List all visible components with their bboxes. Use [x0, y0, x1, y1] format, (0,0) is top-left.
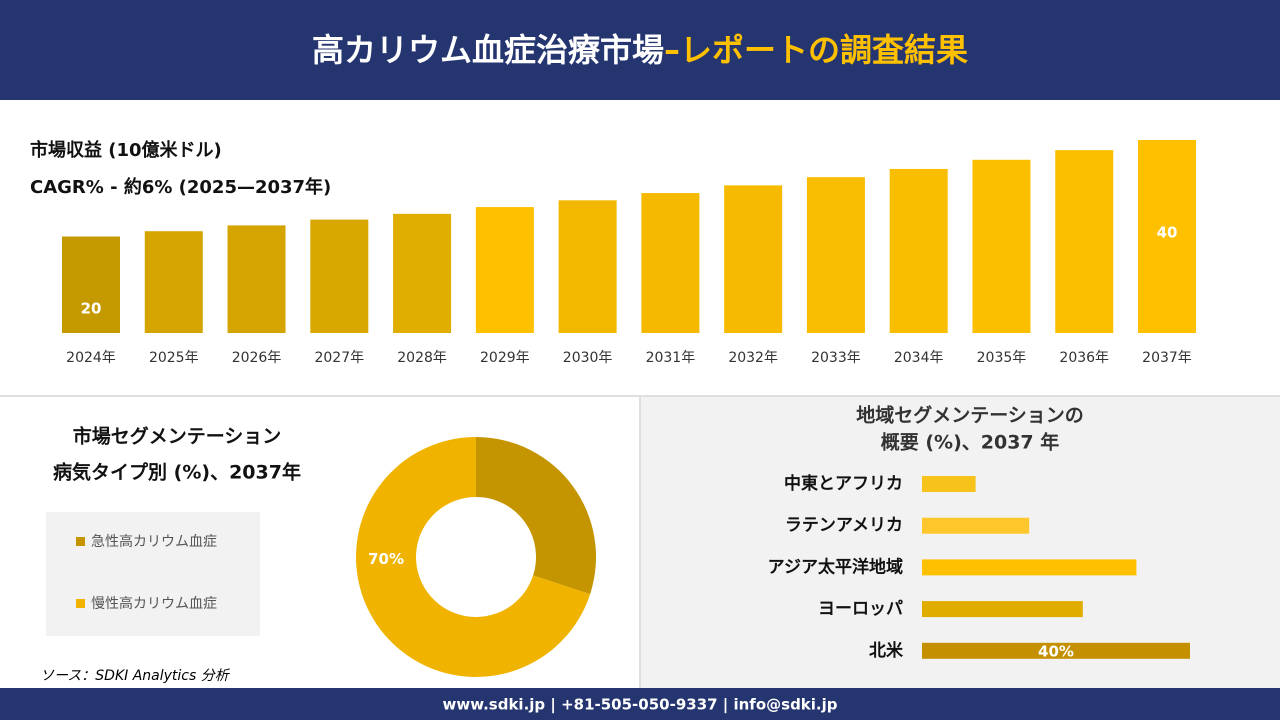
chart-title: 市場収益 (10億米ドル) [30, 139, 222, 161]
bar [724, 185, 783, 333]
bar [227, 225, 286, 333]
y-tick-label: 中東とアフリカ [784, 473, 903, 494]
legend-label: 急性高カリウム血症 [91, 533, 217, 550]
x-tick-label: 2029年 [480, 350, 530, 366]
data-label: 20 [81, 300, 102, 318]
x-tick-label: 2032年 [728, 350, 778, 366]
chart-title: 市場セグメンテーション [73, 425, 282, 448]
bar [889, 168, 948, 333]
bar [922, 601, 1083, 618]
bar [922, 559, 1137, 576]
y-tick-label: ヨーロッパ [818, 599, 903, 619]
bar [1055, 150, 1114, 333]
x-tick-label: 2033年 [811, 350, 861, 366]
data-label: 40% [1038, 642, 1074, 660]
legend-swatch [76, 537, 85, 546]
footer-band [0, 688, 1280, 720]
header-title: 高カリウム血症治療市場–レポートの調査結果 [312, 31, 968, 69]
bar [972, 159, 1031, 333]
x-tick-label: 2026年 [232, 350, 282, 366]
bar [393, 213, 452, 333]
x-tick-label: 2031年 [646, 350, 696, 366]
bar [922, 517, 1030, 534]
footer: www.sdki.jp | +81-505-050-9337 | info@sd… [442, 696, 837, 715]
bar [641, 193, 700, 333]
x-tick-label: 2024年 [66, 350, 116, 366]
donut-segment [476, 437, 596, 595]
title-main: 高カリウム血症治療市場 [312, 31, 664, 69]
header-band [0, 0, 1280, 100]
x-tick-label: 2025年 [149, 350, 199, 366]
bar [310, 219, 369, 333]
donut-segment [355, 437, 591, 677]
legend-box [46, 512, 260, 636]
bar [1138, 140, 1196, 333]
y-tick-label: アジア太平洋地域 [768, 556, 903, 577]
x-tick-label: 2027年 [314, 350, 364, 366]
chart-title: 地域セグメンテーションの [856, 404, 1084, 427]
chart-subtitle: CAGR% - 約6% (2025—2037年) [30, 176, 331, 198]
x-tick-label: 2036年 [1059, 350, 1109, 366]
data-label: 40 [1157, 224, 1178, 242]
chart-subtitle: 概要 (%)、2037 年 [881, 431, 1060, 454]
x-tick-label: 2028年 [397, 350, 447, 366]
bar [475, 207, 534, 333]
bar [806, 177, 865, 333]
chart-subtitle: 病気タイプ別 (%)、2037年 [53, 461, 301, 484]
y-tick-label: ラテンアメリカ [785, 516, 903, 536]
data-label: 70% [368, 550, 404, 568]
bar [144, 231, 203, 333]
y-tick-label: 北米 [869, 640, 904, 661]
legend-label: 慢性高カリウム血症 [91, 595, 217, 612]
x-tick-label: 2037年 [1142, 350, 1192, 366]
panel-right [641, 397, 1280, 688]
x-tick-label: 2034年 [894, 350, 944, 366]
bar [558, 200, 617, 333]
legend-swatch [76, 599, 85, 608]
x-tick-label: 2030年 [563, 350, 613, 366]
x-tick-label: 2035年 [977, 350, 1027, 366]
title-accent: –レポートの調査結果 [664, 31, 968, 69]
bar [62, 236, 120, 333]
bar [922, 642, 1190, 659]
source: ソース：SDKI Analytics 分析 [40, 668, 231, 684]
bar [922, 476, 976, 492]
